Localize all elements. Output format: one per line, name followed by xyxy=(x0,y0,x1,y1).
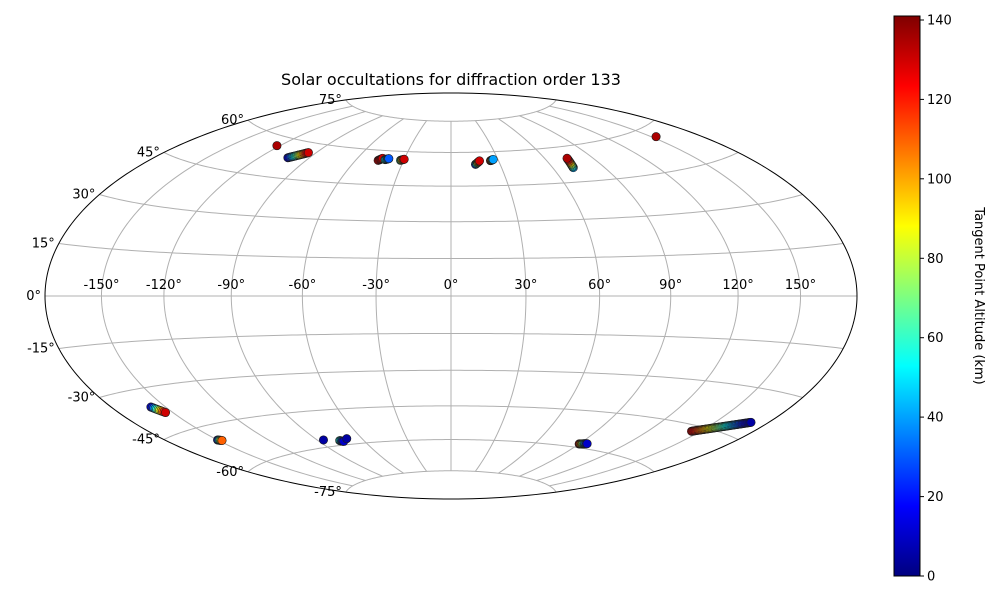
grid-layer xyxy=(45,99,857,493)
data-point xyxy=(272,141,282,151)
parallel-line xyxy=(345,99,557,122)
parallel-line xyxy=(247,119,655,153)
x-tick-label: 60° xyxy=(588,278,611,293)
data-points xyxy=(146,132,756,449)
x-tick-label: -120° xyxy=(146,278,182,293)
parallel-line xyxy=(58,242,844,260)
colorbar-tick-label: 0 xyxy=(927,570,935,585)
data-point xyxy=(475,156,485,166)
colorbar-tick-label: 60 xyxy=(927,331,944,346)
x-tick-label: 0° xyxy=(444,278,459,293)
parallel-line xyxy=(163,152,739,187)
y-tick-label: -60° xyxy=(216,465,244,480)
x-tick-label: -60° xyxy=(289,278,317,293)
x-tick-label: -30° xyxy=(362,278,390,293)
data-point xyxy=(562,153,572,163)
data-point xyxy=(488,154,498,164)
y-tick-label: 15° xyxy=(32,237,55,252)
y-tick-label: -30° xyxy=(68,391,96,406)
data-point xyxy=(342,434,352,444)
y-tick-label: 45° xyxy=(137,146,160,161)
data-point xyxy=(746,417,756,427)
data-point xyxy=(399,154,409,164)
x-tick-label: 30° xyxy=(514,278,537,293)
x-tick-label: -90° xyxy=(217,278,245,293)
x-tick-label: -150° xyxy=(83,278,119,293)
x-tick-label: 120° xyxy=(722,278,753,293)
y-tick-label: -75° xyxy=(314,485,342,500)
colorbar-tick-label: 140 xyxy=(927,14,952,29)
data-point xyxy=(651,132,661,142)
parallel-line xyxy=(163,405,739,440)
colorbar-tick-label: 100 xyxy=(927,172,952,187)
data-point xyxy=(217,435,227,445)
y-tick-label: 0° xyxy=(26,289,41,304)
colorbar-tick-label: 40 xyxy=(927,411,944,426)
y-tick-label: 60° xyxy=(221,113,244,128)
colorbar-tick-label: 20 xyxy=(927,490,944,505)
y-tick-label: 30° xyxy=(72,188,95,203)
colorbar-tick-label: 120 xyxy=(927,93,952,108)
y-tick-label: 75° xyxy=(319,93,342,108)
y-tick-label: -15° xyxy=(27,342,55,357)
data-point xyxy=(161,408,171,418)
tick-labels: -150° -120° -90° -60° -30° 0° 30° 60° 90° 120° 150… xyxy=(26,93,816,500)
parallel-line xyxy=(345,470,557,493)
parallel-line xyxy=(99,194,803,223)
x-tick-label: 150° xyxy=(785,278,816,293)
colorbar-tick-label: 80 xyxy=(927,252,944,267)
data-point xyxy=(582,439,592,449)
chart-title: Solar occultations for diffraction order… xyxy=(281,70,621,89)
colorbar: Tangent Point Altitude (km) 0 20 40 60 80 100… xyxy=(893,14,986,585)
data-point xyxy=(318,435,328,445)
colorbar-label: Tangent Point Altitude (km) xyxy=(971,206,986,384)
map-boundary-ellipse xyxy=(44,92,858,500)
parallel-line xyxy=(99,369,803,398)
data-point xyxy=(303,148,313,158)
map-boundary xyxy=(44,92,858,500)
colorbar-gradient xyxy=(893,15,921,577)
data-point xyxy=(384,154,394,164)
x-tick-label: 90° xyxy=(659,278,682,293)
parallel-line xyxy=(247,439,655,473)
y-tick-label: -45° xyxy=(132,433,160,448)
parallel-line xyxy=(58,332,844,350)
